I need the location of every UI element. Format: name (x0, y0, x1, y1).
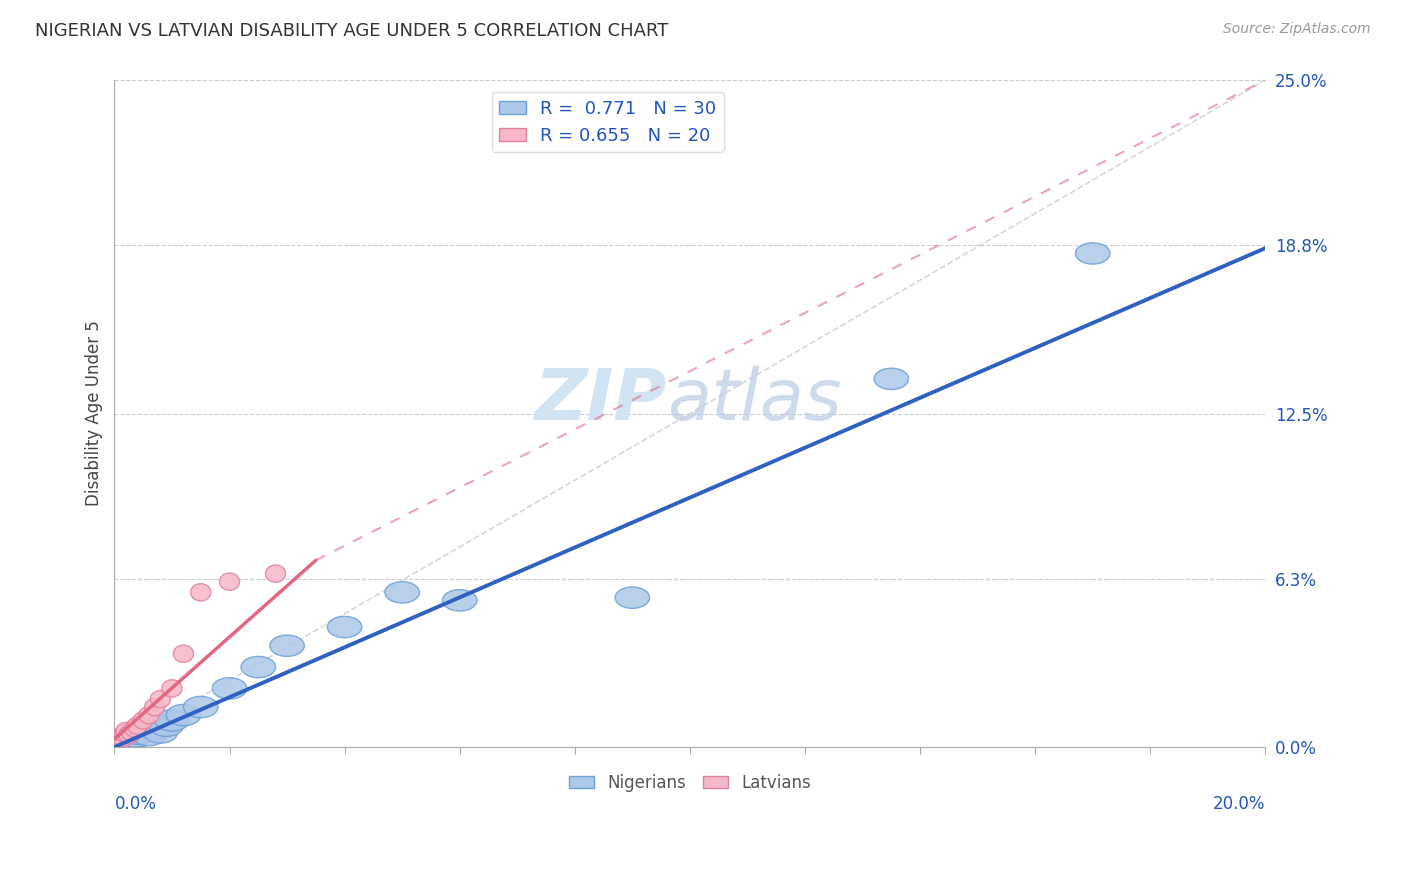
Ellipse shape (143, 722, 177, 743)
Ellipse shape (150, 690, 170, 707)
Text: atlas: atlas (666, 366, 842, 434)
Ellipse shape (107, 729, 142, 750)
Text: ZIP: ZIP (534, 366, 666, 434)
Ellipse shape (107, 733, 128, 750)
Text: 0.0%: 0.0% (114, 795, 156, 814)
Ellipse shape (114, 727, 149, 748)
Ellipse shape (270, 635, 304, 657)
Ellipse shape (149, 715, 183, 737)
Ellipse shape (120, 723, 155, 745)
Ellipse shape (125, 720, 145, 737)
Legend: Nigerians, Latvians: Nigerians, Latvians (562, 767, 817, 799)
Ellipse shape (104, 730, 139, 751)
Ellipse shape (132, 724, 166, 746)
Ellipse shape (134, 712, 153, 729)
Ellipse shape (110, 731, 131, 749)
Ellipse shape (875, 368, 908, 390)
Ellipse shape (443, 590, 477, 611)
Ellipse shape (111, 728, 131, 745)
Ellipse shape (127, 721, 160, 742)
Text: NIGERIAN VS LATVIAN DISABILITY AGE UNDER 5 CORRELATION CHART: NIGERIAN VS LATVIAN DISABILITY AGE UNDER… (35, 22, 668, 40)
Ellipse shape (183, 697, 218, 718)
Ellipse shape (191, 583, 211, 601)
Ellipse shape (115, 723, 136, 739)
Ellipse shape (166, 705, 201, 726)
Ellipse shape (173, 645, 194, 663)
Ellipse shape (219, 573, 239, 591)
Ellipse shape (328, 616, 361, 638)
Ellipse shape (105, 733, 141, 755)
Ellipse shape (212, 678, 247, 699)
Ellipse shape (155, 710, 190, 731)
Ellipse shape (111, 732, 146, 754)
Ellipse shape (145, 698, 165, 715)
Ellipse shape (139, 706, 159, 723)
Ellipse shape (118, 726, 139, 744)
Ellipse shape (108, 731, 129, 747)
Ellipse shape (100, 732, 135, 754)
Ellipse shape (110, 731, 145, 752)
Ellipse shape (121, 723, 142, 741)
Ellipse shape (103, 734, 138, 756)
Ellipse shape (114, 729, 148, 750)
Ellipse shape (240, 657, 276, 678)
Ellipse shape (117, 726, 152, 747)
Ellipse shape (1076, 243, 1109, 264)
Ellipse shape (108, 731, 143, 753)
Ellipse shape (614, 587, 650, 608)
Ellipse shape (112, 729, 134, 747)
Ellipse shape (138, 718, 172, 739)
Ellipse shape (385, 582, 419, 603)
Ellipse shape (101, 731, 136, 753)
Ellipse shape (128, 717, 148, 734)
Text: 20.0%: 20.0% (1213, 795, 1265, 814)
Y-axis label: Disability Age Under 5: Disability Age Under 5 (86, 320, 103, 507)
Ellipse shape (266, 565, 285, 582)
Ellipse shape (162, 680, 181, 697)
Ellipse shape (115, 725, 135, 742)
Text: Source: ZipAtlas.com: Source: ZipAtlas.com (1223, 22, 1371, 37)
